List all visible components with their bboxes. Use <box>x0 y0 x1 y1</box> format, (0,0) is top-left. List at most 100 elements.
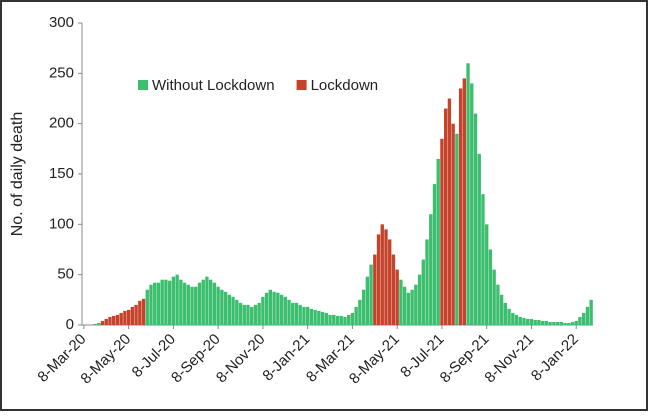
bar <box>160 279 164 325</box>
bar <box>149 284 153 325</box>
bar <box>421 259 425 325</box>
bar <box>182 282 187 325</box>
bar <box>485 224 489 325</box>
bar <box>309 308 314 325</box>
bar <box>179 279 183 325</box>
bar <box>235 299 239 325</box>
bar <box>294 302 299 325</box>
bar <box>384 229 388 325</box>
bar <box>414 284 418 325</box>
bar <box>440 138 444 325</box>
bar <box>268 289 273 325</box>
bar <box>526 318 530 325</box>
bar <box>473 113 478 325</box>
bar <box>100 320 105 325</box>
y-tick-label: 150 <box>49 165 74 182</box>
bar <box>343 316 347 325</box>
bar <box>194 286 198 325</box>
bar <box>156 282 161 325</box>
bar <box>190 286 194 325</box>
bar <box>97 322 101 325</box>
bar <box>138 300 142 325</box>
bar <box>391 254 396 325</box>
bar <box>395 269 399 325</box>
bar <box>376 234 381 325</box>
y-tick-label: 250 <box>49 64 74 81</box>
bar <box>335 315 340 325</box>
bar <box>257 302 261 325</box>
bar <box>462 78 466 325</box>
bar <box>264 292 269 325</box>
legend-label: Lockdown <box>311 77 379 94</box>
bar <box>212 282 217 325</box>
bar <box>123 310 127 325</box>
bar <box>451 123 455 326</box>
bar <box>317 310 321 325</box>
bar <box>455 133 459 325</box>
y-tick-label: 50 <box>57 266 74 283</box>
bar <box>242 304 246 325</box>
bar <box>220 289 224 325</box>
bar <box>175 274 179 325</box>
bar <box>533 319 537 325</box>
bar <box>436 158 440 325</box>
bar <box>581 312 586 325</box>
y-tick-label: 100 <box>49 215 74 232</box>
bar <box>544 320 549 325</box>
bar <box>548 321 552 325</box>
bar <box>171 276 176 325</box>
bar <box>399 279 403 325</box>
bar <box>145 289 149 325</box>
bar <box>555 321 560 325</box>
bar <box>339 315 343 325</box>
bar <box>369 264 373 325</box>
bar <box>365 276 370 325</box>
bar <box>223 291 228 325</box>
bar <box>447 98 452 325</box>
bar <box>141 298 146 325</box>
bar <box>238 302 243 325</box>
bar <box>507 308 511 325</box>
bar <box>209 279 213 325</box>
bar <box>332 314 336 325</box>
bar <box>358 299 362 325</box>
bar <box>119 312 123 325</box>
bar <box>589 299 593 325</box>
bar <box>417 274 422 325</box>
y-tick-label: 0 <box>66 316 74 333</box>
bar <box>272 291 276 325</box>
bar <box>496 284 500 325</box>
bar <box>388 239 392 325</box>
bar <box>130 306 135 325</box>
bar <box>108 316 112 325</box>
bar <box>298 304 302 325</box>
bar <box>514 314 519 325</box>
bar <box>253 304 258 325</box>
bar <box>540 320 545 325</box>
bar <box>402 286 407 325</box>
bar <box>552 321 556 325</box>
bar <box>511 312 515 325</box>
y-tick-label: 300 <box>49 14 74 31</box>
bar <box>492 269 496 325</box>
bar <box>410 289 414 325</box>
bar <box>567 322 571 325</box>
bar <box>126 309 131 325</box>
bar <box>115 314 120 325</box>
bar <box>283 296 287 325</box>
bar <box>112 315 116 325</box>
bar <box>458 88 463 325</box>
bar <box>350 312 355 325</box>
bar <box>559 321 563 325</box>
bar <box>466 63 470 326</box>
y-tick-label: 200 <box>49 115 74 132</box>
bar <box>406 292 411 325</box>
bar <box>287 299 291 325</box>
bar <box>261 296 265 325</box>
bar <box>216 286 220 325</box>
bar <box>425 239 429 325</box>
bar <box>134 304 138 325</box>
bar <box>429 214 433 325</box>
